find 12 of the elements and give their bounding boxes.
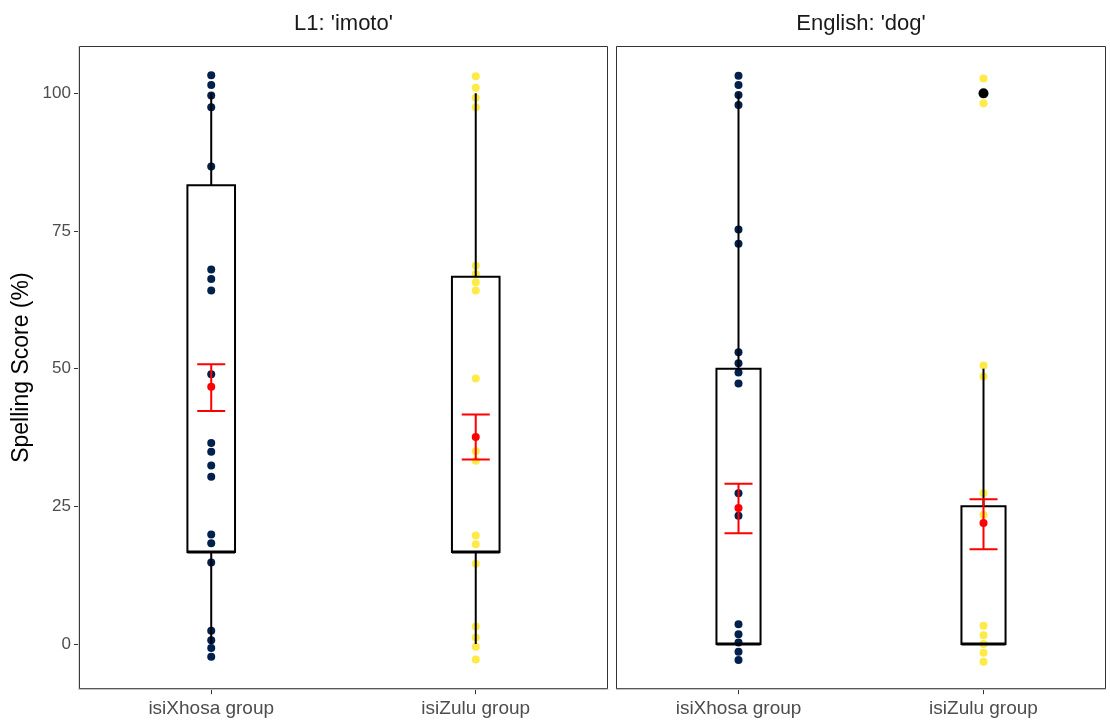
y-tick-label: 25: [52, 496, 71, 516]
y-tick-label: 75: [52, 220, 71, 240]
y-axis-title: Spelling Score (%): [7, 272, 34, 463]
x-tick-label: isiXhosa group: [148, 696, 275, 718]
x-tick-label: isiXhosa group: [675, 696, 802, 718]
y-tick-label: 100: [42, 83, 71, 103]
y-tick-label: 50: [52, 358, 71, 378]
x-tick-label: isiZulu group: [421, 696, 531, 718]
y-tick-label: 0: [61, 633, 71, 653]
chart-title: English: 'dog': [795, 9, 927, 37]
x-tick-label: isiZulu group: [929, 696, 1038, 718]
chart-title: L1: 'imoto': [293, 9, 394, 37]
